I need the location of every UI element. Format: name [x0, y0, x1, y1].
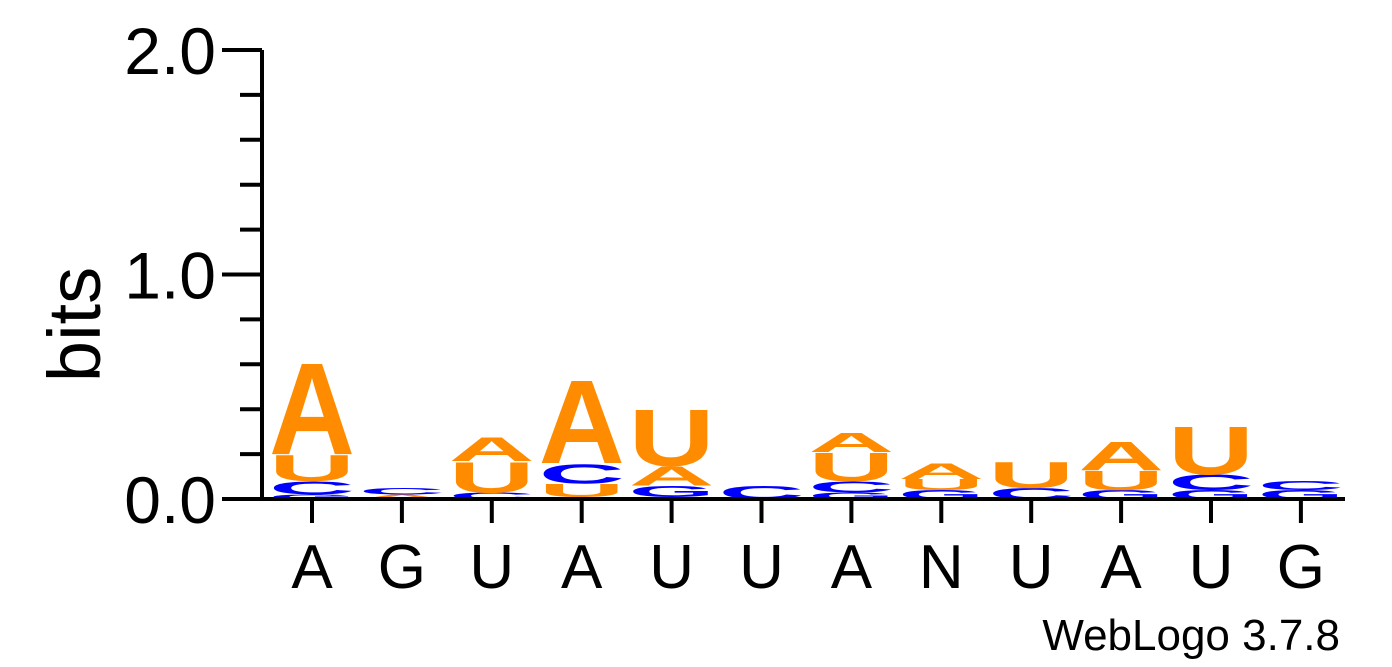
- logo-letter-c: C: [359, 486, 445, 496]
- x-tick-label: U: [739, 533, 784, 602]
- weblogo-credit: WebLogo 3.7.8: [1042, 611, 1340, 660]
- logo-letter-u: U: [988, 454, 1074, 496]
- y-axis-label: bits: [33, 267, 116, 382]
- logo-letter-a: A: [449, 430, 535, 468]
- logo-letter-c: C: [1258, 479, 1344, 493]
- x-tick-label: U: [1009, 533, 1054, 602]
- logo-letter-u: U: [898, 476, 984, 493]
- logo-letter-a: A: [629, 461, 715, 492]
- logo-letter-a: A: [808, 427, 894, 458]
- logo-letter-u: U: [1078, 465, 1164, 496]
- logo-letter-a: A: [359, 493, 445, 500]
- letter-stacks: GCUAACCUACUCACGAUCGCUAGUACUGUAGCUGC: [269, 336, 1344, 503]
- logo-letter-c: C: [269, 478, 355, 499]
- logo-letter-a: A: [898, 459, 984, 483]
- x-tick-label: U: [649, 533, 694, 602]
- y-tick-label: 0.0: [124, 463, 216, 537]
- logo-letter-c: C: [449, 491, 535, 501]
- logo-letter-c: C: [539, 458, 625, 489]
- logo-letter-c: C: [808, 478, 894, 495]
- x-tick-label: G: [1277, 533, 1325, 602]
- logo-letter-u: U: [269, 447, 355, 489]
- logo-letter-u: U: [539, 480, 625, 501]
- logo-letter-g: G: [269, 493, 355, 500]
- logo-letter-u: U: [1168, 412, 1254, 489]
- logo-letter-g: G: [629, 483, 715, 500]
- x-tick-label: U: [469, 533, 514, 602]
- x-tick-label: N: [919, 533, 964, 602]
- logo-letter-u: U: [808, 444, 894, 490]
- x-tick-label: A: [1100, 533, 1142, 602]
- logo-letter-g: G: [808, 491, 894, 501]
- x-tick-label: U: [1189, 533, 1234, 602]
- logo-letter-a: A: [539, 356, 625, 489]
- x-tick-label: A: [831, 533, 873, 602]
- x-tick-label: A: [561, 533, 603, 602]
- logo-letter-a: A: [269, 336, 355, 482]
- logo-letter-c: C: [1168, 471, 1254, 495]
- logo-letter-u: U: [629, 392, 715, 483]
- logo-letter-a: A: [1078, 433, 1164, 479]
- logo-letter-u: U: [449, 453, 535, 502]
- y-tick-label: 2.0: [124, 14, 216, 88]
- x-tick-label: A: [291, 533, 333, 602]
- y-ticks: 0.0 1.0 2.0: [124, 14, 262, 537]
- x-tick-label: G: [378, 533, 426, 602]
- y-tick-label: 1.0: [124, 239, 216, 313]
